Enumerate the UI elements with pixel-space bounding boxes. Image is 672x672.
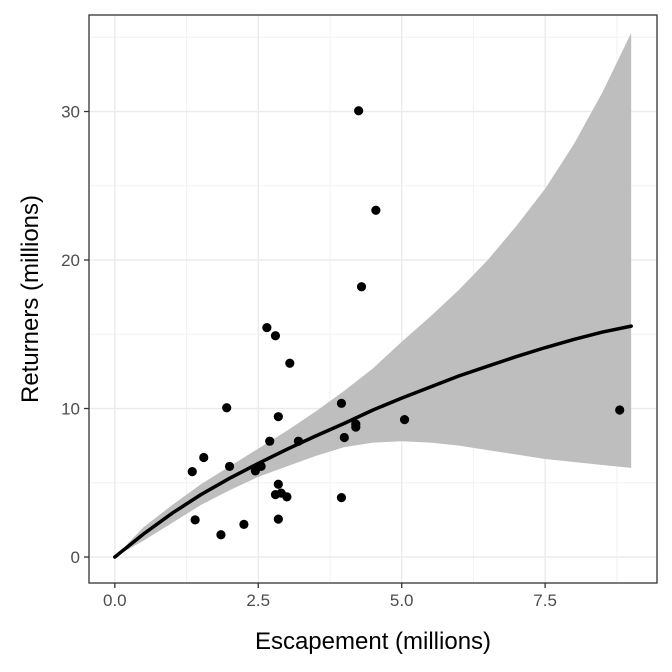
data-point (187, 467, 197, 477)
fit-line (113, 324, 633, 559)
confidence-band (114, 32, 632, 558)
y-tick-label: 10 (61, 400, 80, 419)
x-axis-title: Escapement (millions) (255, 628, 491, 655)
data-point (371, 205, 381, 215)
data-point (356, 282, 367, 292)
data-point (222, 403, 232, 413)
data-point (336, 493, 347, 503)
data-point (282, 492, 292, 502)
data-points (187, 106, 625, 540)
y-tick-label: 20 (61, 251, 80, 270)
data-point (615, 405, 625, 415)
data-point (339, 432, 349, 443)
data-point (273, 479, 283, 489)
data-point (270, 331, 281, 341)
data-point (293, 436, 304, 446)
data-point (190, 515, 200, 525)
data-point (256, 461, 266, 472)
plot-panel-border (88, 14, 658, 584)
data-point (262, 322, 272, 333)
data-point (265, 436, 275, 446)
data-point (216, 530, 226, 540)
y-axis-ticks: 0 10 20 30 (61, 103, 89, 567)
y-tick-label: 30 (61, 103, 80, 122)
data-point (239, 519, 249, 529)
x-tick-label: 2.5 (246, 591, 270, 610)
data-point (285, 358, 295, 368)
y-tick-label: 0 (71, 548, 80, 567)
data-point (351, 419, 361, 429)
data-point (224, 461, 235, 472)
x-axis-ticks: 0.0 2.5 5.0 7.5 (103, 583, 557, 610)
data-point (199, 452, 209, 463)
x-tick-label: 0.0 (103, 591, 127, 610)
data-point (354, 106, 364, 116)
data-point (336, 398, 347, 408)
x-tick-label: 7.5 (533, 591, 557, 610)
x-tick-label: 5.0 (390, 591, 414, 610)
data-point (399, 415, 410, 425)
data-point (273, 412, 283, 422)
y-axis-title: Returners (millions) (17, 195, 44, 403)
data-point (273, 514, 283, 524)
